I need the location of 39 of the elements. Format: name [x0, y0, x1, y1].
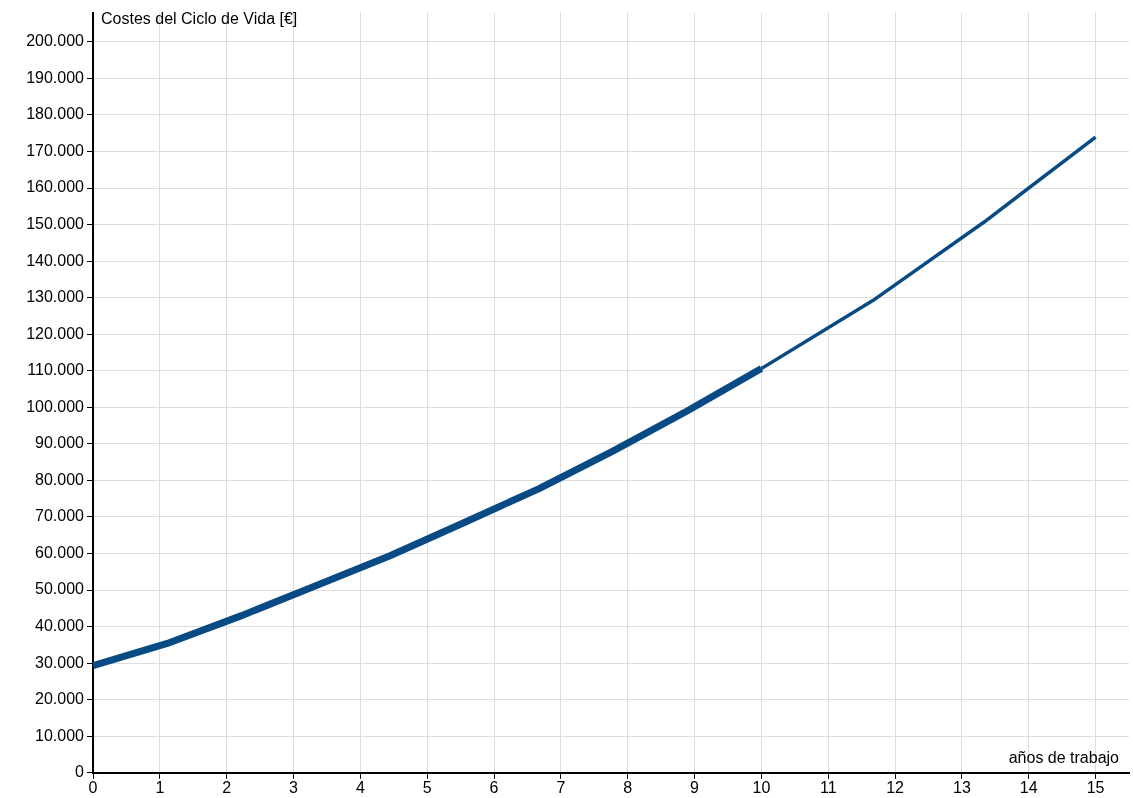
y-tick-label: 180.000: [26, 105, 85, 123]
y-tick-label: 50.000: [35, 580, 85, 598]
x-tick-label: 14: [1019, 778, 1038, 796]
x-tick-label: 6: [489, 778, 499, 796]
y-tick-label: 150.000: [26, 214, 85, 232]
x-tick-label: 1: [155, 778, 165, 796]
x-tick-label: 12: [886, 778, 905, 796]
y-tick-label: 100.000: [26, 397, 85, 415]
y-tick-label: 130.000: [26, 288, 85, 306]
y-tick-label: 110.000: [27, 361, 85, 379]
x-tick-label: 3: [289, 778, 299, 796]
x-tick-label: 0: [88, 778, 98, 796]
y-tick-label: 40.000: [35, 617, 85, 635]
x-tick-label: 8: [623, 778, 633, 796]
y-tick-label: 160.000: [26, 178, 85, 196]
x-tick-label: 5: [422, 778, 432, 796]
y-tick-label: 90.000: [35, 434, 85, 452]
y-tick-label: 30.000: [35, 653, 85, 671]
y-tick-label: 170.000: [26, 141, 85, 159]
x-tick-label: 11: [819, 778, 837, 796]
y-tick-label: 60.000: [35, 543, 85, 561]
y-tick-label: 0: [75, 763, 85, 781]
y-tick-label: 140.000: [26, 251, 85, 269]
x-tick-label: 13: [953, 778, 971, 796]
y-axis-title: Costes del Ciclo de Vida [€]: [101, 10, 298, 28]
x-tick-label: 2: [222, 778, 232, 796]
y-tick-label: 120.000: [26, 324, 85, 342]
y-tick-label: 200.000: [26, 32, 85, 50]
x-tick-label: 15: [1086, 778, 1105, 796]
y-tick-label: 80.000: [35, 470, 85, 488]
y-tick-label: 190.000: [26, 68, 85, 86]
y-tick-label: 10.000: [35, 726, 85, 744]
x-tick-label: 10: [752, 778, 771, 796]
y-tick-label: 20.000: [35, 690, 85, 708]
x-tick-label: 9: [690, 778, 700, 796]
x-tick-label: 4: [355, 778, 365, 796]
y-tick-label: 70.000: [35, 507, 85, 525]
x-tick-label: 7: [556, 778, 566, 796]
x-axis-title: años de trabajo: [1008, 749, 1120, 767]
